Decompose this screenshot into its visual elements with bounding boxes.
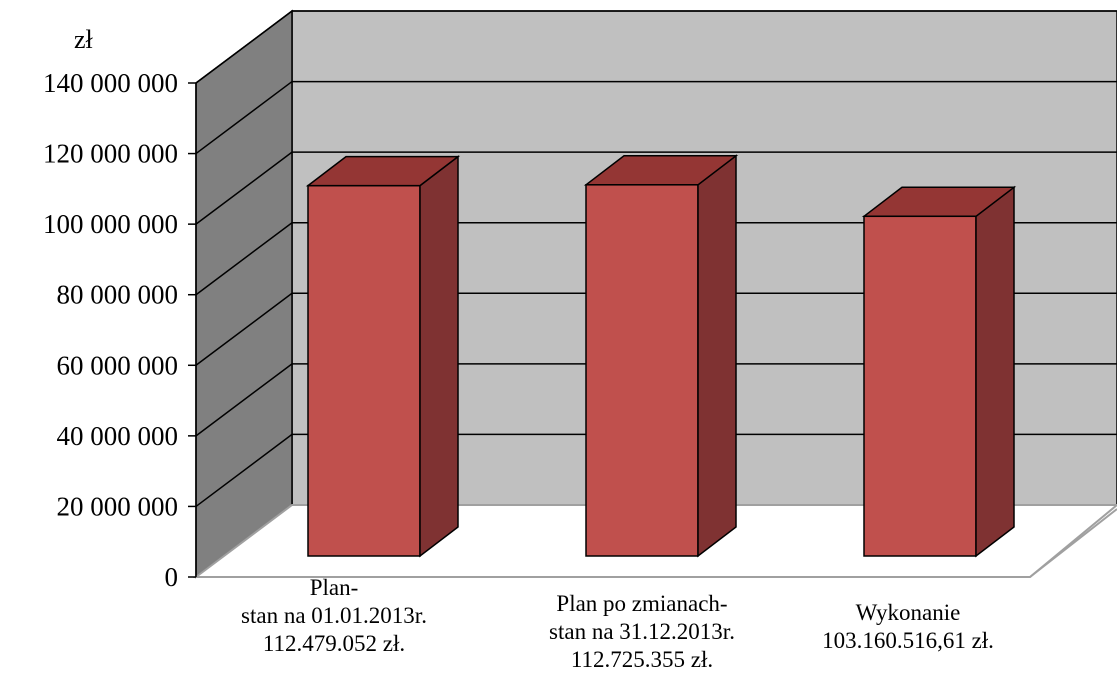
bar-3 xyxy=(861,185,1017,558)
x-category-label: Plan po zmianach-stan na 31.12.2013r. 112… xyxy=(549,591,735,672)
y-axis: 0 20 000 000 40 000 000 60 000 000 80 000 00… xyxy=(43,68,197,592)
bar-front xyxy=(863,215,977,557)
bar-top xyxy=(305,155,461,187)
bar-front xyxy=(585,184,699,557)
y-tick-label: 80 000 000 xyxy=(57,280,179,310)
y-axis-unit-label: zł xyxy=(74,25,94,54)
bar-1 xyxy=(305,155,461,558)
y-tick-label: 140 000 000 xyxy=(43,68,178,98)
bar-side xyxy=(697,154,737,558)
side-wall xyxy=(195,9,293,579)
y-tick-label: 120 000 000 xyxy=(43,139,178,169)
gridline xyxy=(195,221,1117,296)
y-tick-label: 40 000 000 xyxy=(57,421,179,451)
bar-top xyxy=(861,186,1017,218)
y-tick-label: 100 000 000 xyxy=(43,209,178,239)
bar-side xyxy=(419,155,459,558)
gridline xyxy=(195,433,1117,508)
bar-top xyxy=(583,155,739,186)
bars xyxy=(305,154,1017,558)
x-category-label: Plan-stan na 01.01.2013r. 112.479.052 zł. xyxy=(241,575,427,656)
x-axis-labels: Plan-stan na 01.01.2013r. 112.479.052 zł.… xyxy=(241,575,994,672)
x-category-label: Wykonanie 103.160.516,61 zł. xyxy=(822,600,994,653)
bar-2 xyxy=(583,154,739,558)
gridline xyxy=(195,363,1117,437)
gridlines xyxy=(195,10,1117,508)
y-tick-label: 20 000 000 xyxy=(57,491,179,521)
gridline xyxy=(195,292,1117,366)
y-tick-label: 0 xyxy=(165,562,179,592)
gridline xyxy=(195,151,1117,225)
gridline xyxy=(195,10,1117,84)
bar-front xyxy=(307,184,421,557)
bar-side xyxy=(975,185,1015,558)
gridline xyxy=(195,80,1117,155)
y-tick-label: 60 000 000 xyxy=(57,350,179,380)
floor-edge xyxy=(1029,508,1117,578)
